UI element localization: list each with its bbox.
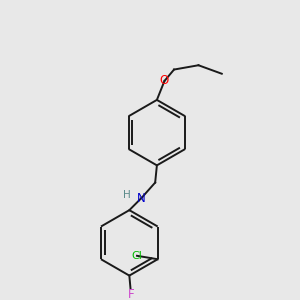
Text: H: H <box>123 190 131 200</box>
Text: N: N <box>137 192 146 205</box>
Text: O: O <box>160 74 169 88</box>
Text: F: F <box>128 288 134 300</box>
Text: Cl: Cl <box>132 251 142 261</box>
